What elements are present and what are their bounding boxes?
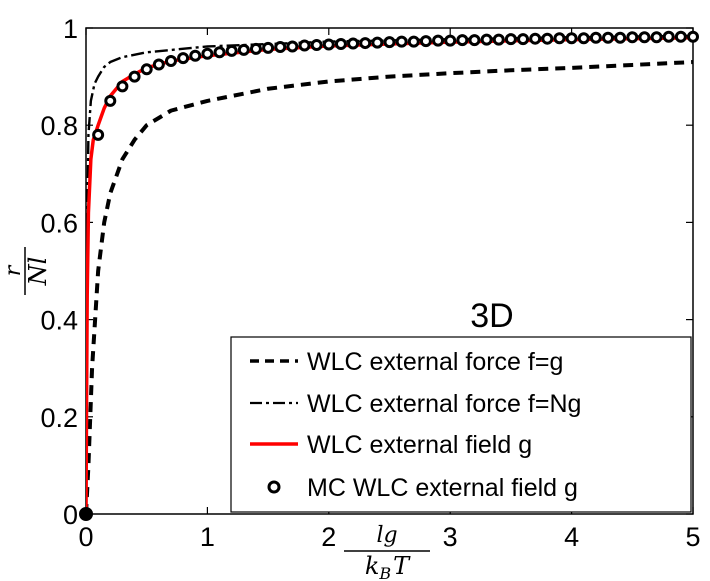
marker-mc-wlc-external-field-g [614,31,627,44]
x-tick-label: 1 [200,522,215,552]
marker-mc-wlc-external-field-g [347,37,360,50]
marker-mc-wlc-external-field-g [274,40,287,53]
marker-mc-wlc-external-field-g [480,33,493,46]
x-axis-label: lg kBT [344,523,430,581]
marker-mc-wlc-external-field-g [432,34,445,47]
marker-mc-wlc-external-field-g [177,52,190,65]
marker-mc-wlc-external-field-g [553,32,566,45]
y-tick-label: 0.4 [40,306,78,336]
marker-mc-wlc-external-field-g [687,30,699,43]
marker-mc-wlc-external-field-g [638,31,651,44]
marker-mc-wlc-external-field-g [492,33,505,46]
marker-mc-wlc-external-field-g [225,44,238,57]
marker-mc-wlc-external-field-g [140,63,153,76]
marker-mc-wlc-external-field-g [444,34,457,47]
legend-box [230,336,692,513]
marker-mc-wlc-external-field-g [286,40,299,53]
marker-mc-wlc-external-field-g [371,36,384,49]
marker-mc-wlc-external-field-g [407,35,420,48]
marker-mc-wlc-external-field-g [517,33,530,46]
y-tick-label: 1 [63,14,78,44]
marker-mc-wlc-external-field-g [504,33,517,46]
x-label-numerator: lg [376,523,397,548]
x-tick-label: 2 [321,522,336,552]
marker-mc-wlc-external-field-g [128,70,141,83]
marker-mc-wlc-external-field-g [650,31,663,44]
x-tick-label: 5 [685,522,700,552]
y-axis-label: r Nl [1,247,52,295]
series-line-wlc-external-force-f-g [86,60,693,514]
y-tick-label: 0.8 [40,111,78,141]
marker-mc-wlc-external-field-g [249,42,262,55]
legend-swatch-mc-wlc-field-g [267,480,281,494]
x-label-denominator: kBT [365,552,411,581]
marker-mc-wlc-external-field-g [565,32,578,45]
x-tick-label: 3 [443,522,458,552]
x-tick-label: 0 [78,522,93,552]
marker-mc-wlc-external-field-g [419,35,432,48]
marker-mc-wlc-external-field-g [213,46,226,59]
marker-mc-wlc-external-field-g [577,32,590,45]
legend-label-mc-wlc-field-g: MC WLC external field g [307,474,578,502]
marker-mc-wlc-external-field-g [541,32,554,45]
marker-mc-wlc-external-field-g [104,94,117,107]
marker-mc-wlc-external-field-g [395,35,408,48]
marker-mc-wlc-external-field-g [334,38,347,51]
marker-mc-wlc-external-field-g [201,47,214,60]
x-tick-label: 4 [564,522,579,552]
marker-mc-wlc-external-field-g [189,49,202,62]
marker-mc-wlc-external-field-g [359,37,372,50]
x-label-denominator-tail: T [393,552,411,580]
marker-mc-wlc-external-field-g [468,34,481,47]
marker-mc-wlc-external-field-g [262,41,275,54]
marker-mc-wlc-external-field-g [456,34,469,47]
marker-mc-wlc-external-field-g [662,30,675,43]
marker-mc-wlc-external-field-g [626,31,639,44]
marker-mc-wlc-external-field-g [589,31,602,44]
y-tick-label: 0 [63,500,78,530]
marker-mc-wlc-external-field-g [674,30,687,43]
legend-label-wlc-force-ng: WLC external force f=Ng [307,390,581,418]
marker-mc-wlc-external-field-g [79,507,93,521]
marker-mc-wlc-external-field-g [92,128,105,141]
marker-mc-wlc-external-field-g [237,43,250,56]
marker-mc-wlc-external-field-g [152,58,165,71]
marker-mc-wlc-external-field-g [322,38,335,51]
x-label-denominator-base: k [365,552,380,580]
y-label-denominator: Nl [24,257,52,287]
marker-mc-wlc-external-field-g [602,31,615,44]
marker-layer [79,30,699,521]
legend-label-wlc-field-g: WLC external field g [307,431,532,459]
marker-mc-wlc-external-field-g [116,80,129,93]
marker-mc-wlc-external-field-g [310,39,323,52]
marker-mc-wlc-external-field-g [164,55,177,68]
y-tick-label: 0.6 [40,208,78,238]
y-label-numerator: r [1,264,26,276]
annotation-3d: 3D [470,297,513,335]
marker-mc-wlc-external-field-g [529,32,542,45]
marker-mc-wlc-external-field-g [298,39,311,52]
legend-label-wlc-force-g: WLC external force f=g [307,348,563,376]
x-label-denominator-sub: B [378,564,391,581]
x-axis-ticks: 0 1 2 3 4 5 [78,28,701,552]
marker-mc-wlc-external-field-g [383,36,396,49]
legend: WLC external force f=g WLC external forc… [230,336,692,513]
y-tick-label: 0.2 [40,403,78,433]
y-axis-ticks: 0 0.2 0.4 0.6 0.8 1 [40,14,693,530]
